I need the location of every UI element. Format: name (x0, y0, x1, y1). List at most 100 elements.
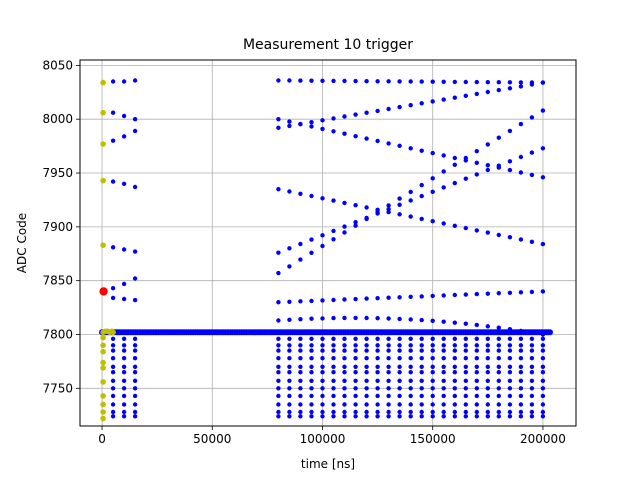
data-point (518, 402, 524, 407)
data-point (474, 172, 479, 177)
data-point (331, 343, 336, 348)
data-point (375, 296, 380, 301)
data-point (463, 321, 468, 326)
data-point (496, 414, 501, 419)
data-point (386, 141, 391, 146)
data-point (474, 91, 479, 97)
data-point (518, 364, 524, 369)
data-point (110, 386, 116, 391)
data-point (364, 110, 369, 115)
chart-title: Measurement 10 trigger (243, 37, 413, 53)
plot-area (99, 78, 553, 422)
data-point (474, 79, 479, 85)
data-point (408, 378, 413, 383)
data-point (419, 148, 424, 153)
data-point (276, 370, 281, 375)
data-point (276, 393, 281, 399)
data-point (110, 245, 116, 250)
data-point (287, 364, 292, 369)
data-point (529, 343, 535, 348)
data-point (485, 364, 490, 369)
data-point (331, 129, 336, 134)
data-point (452, 155, 457, 161)
data-point (309, 298, 314, 304)
data-point (364, 336, 369, 341)
data-point (529, 356, 535, 361)
data-point (397, 364, 402, 369)
data-point (485, 378, 490, 383)
data-point (463, 378, 468, 383)
data-point (342, 370, 347, 375)
data-point (320, 336, 325, 341)
data-point (353, 409, 358, 415)
data-point (364, 343, 369, 348)
data-point (408, 146, 413, 151)
data-point (397, 414, 402, 419)
data-point (375, 378, 380, 383)
data-point (540, 409, 546, 415)
data-point (496, 336, 501, 341)
data-point (463, 386, 468, 391)
data-point (331, 386, 336, 391)
x-tick-label: 100000 (300, 432, 346, 446)
data-point (276, 409, 281, 415)
data-point (353, 414, 358, 419)
data-point (287, 414, 292, 419)
data-point (452, 402, 457, 407)
data-point (397, 316, 402, 322)
data-point (320, 78, 325, 84)
data-point (485, 167, 490, 173)
data-point (320, 348, 325, 353)
data-point (540, 336, 546, 341)
data-point (276, 414, 281, 419)
data-point (518, 154, 524, 160)
data-point (441, 393, 446, 399)
data-point (540, 241, 546, 247)
red-point (99, 287, 108, 296)
data-point (463, 176, 468, 181)
data-point (298, 121, 303, 127)
data-point (386, 414, 391, 419)
data-point (518, 343, 524, 348)
data-point (309, 336, 314, 341)
data-point (452, 414, 457, 419)
data-point (474, 402, 479, 407)
data-point (518, 290, 524, 295)
data-point (397, 409, 402, 415)
data-point (441, 348, 446, 353)
data-point (309, 250, 314, 255)
data-point (364, 409, 369, 415)
data-point (276, 336, 281, 341)
data-point (529, 150, 535, 155)
data-point (540, 370, 546, 375)
data-point (287, 264, 292, 269)
data-point (430, 370, 435, 375)
data-point (540, 386, 546, 391)
y-axis-label: ADC Code (15, 213, 29, 273)
data-point (397, 370, 402, 375)
data-point (375, 402, 380, 407)
data-point (320, 393, 325, 399)
data-point (441, 97, 446, 102)
data-point (276, 348, 281, 353)
data-point (353, 112, 358, 117)
data-point (331, 237, 336, 242)
data-point (518, 370, 524, 375)
olive-point (100, 379, 106, 385)
data-point (408, 79, 413, 84)
data-point (132, 370, 138, 375)
data-point (364, 79, 369, 84)
y-tick-label: 7750 (42, 381, 73, 395)
data-point (353, 370, 358, 375)
data-point (121, 336, 127, 341)
data-point (430, 402, 435, 407)
data-point (386, 370, 391, 375)
data-point (419, 336, 424, 341)
data-point (309, 356, 314, 361)
data-point (342, 348, 347, 353)
data-point (331, 414, 336, 419)
data-point (430, 364, 435, 369)
